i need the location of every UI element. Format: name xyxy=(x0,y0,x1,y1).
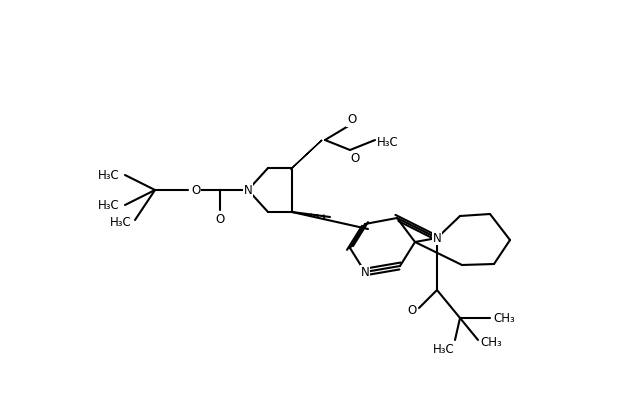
Text: H₃C: H₃C xyxy=(377,136,399,148)
Text: H₃C: H₃C xyxy=(110,216,132,229)
Text: O: O xyxy=(347,113,356,126)
Text: N: N xyxy=(360,266,369,279)
Text: O: O xyxy=(191,183,200,196)
Polygon shape xyxy=(291,140,322,169)
Text: O: O xyxy=(350,152,359,165)
Text: N: N xyxy=(433,231,442,244)
Text: H₃C: H₃C xyxy=(433,343,455,356)
Text: H₃C: H₃C xyxy=(99,198,120,211)
Text: CH₃: CH₃ xyxy=(493,311,515,324)
Text: N: N xyxy=(244,183,252,196)
Text: CH₃: CH₃ xyxy=(480,336,502,349)
Text: H₃C: H₃C xyxy=(99,168,120,181)
Text: O: O xyxy=(408,304,417,317)
Text: O: O xyxy=(216,213,225,226)
